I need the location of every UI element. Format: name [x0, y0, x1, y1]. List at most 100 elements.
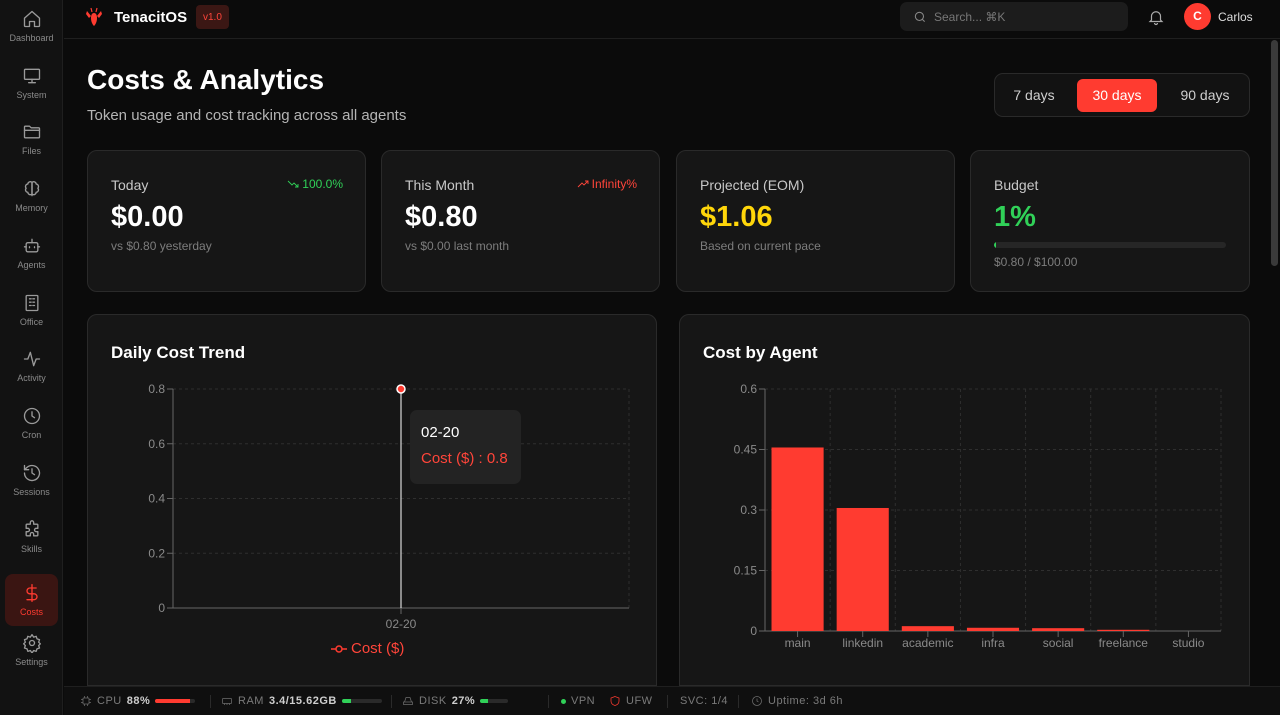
x-tick-label: infra [981, 636, 1005, 650]
trend-value: Infinity% [591, 177, 637, 191]
sidebar-item-costs[interactable]: Costs [5, 574, 58, 626]
trend-up-badge: Infinity% [577, 177, 637, 191]
sidebar-item-system[interactable]: System [5, 57, 58, 109]
building-icon [25, 294, 38, 312]
stat-label: Today [111, 177, 149, 193]
sidebar-item-dashboard[interactable]: Dashboard [5, 0, 58, 52]
hard-drive-icon [403, 697, 413, 705]
shield-icon [610, 696, 620, 706]
status-dot [561, 698, 566, 704]
x-tick-label: main [785, 636, 811, 650]
bar [966, 627, 1020, 631]
ram-bar [341, 699, 382, 703]
history-icon [23, 464, 40, 482]
sidebar-item-label: Dashboard [9, 33, 54, 43]
sidebar-item-label: Cron [21, 430, 42, 440]
clock-icon [23, 407, 40, 425]
data-point [396, 384, 406, 394]
sidebar-item-agents[interactable]: Agents [5, 227, 58, 279]
sidebar-item-skills[interactable]: Skills [5, 511, 58, 563]
disk-label: DISK [419, 695, 447, 707]
y-tick-label: 0 [750, 624, 757, 638]
disk-bar-fill [480, 699, 488, 703]
vpn-label: VPN [571, 695, 596, 707]
daily-cost-trend-card: Daily Cost Trend 0 0.2 0.4 0.6 0.8 02-20 02-2… [87, 314, 657, 686]
page-scrollbar[interactable] [1271, 40, 1278, 266]
y-tick-label: 0.6 [740, 382, 757, 396]
y-tick-label: 0.15 [734, 564, 758, 578]
brain-icon [24, 181, 39, 197]
ram-bar-fill [341, 699, 351, 703]
avatar[interactable]: C [1184, 3, 1211, 30]
search-input[interactable]: Search... ⌘K [900, 2, 1128, 31]
y-tick-label: 0.8 [148, 382, 165, 396]
y-tick-label: 0.4 [148, 492, 165, 506]
chart-legend[interactable]: Cost ($) [331, 640, 404, 657]
sidebar-item-files[interactable]: Files [5, 113, 58, 165]
y-tick-label: 0.6 [148, 437, 165, 451]
sidebar-item-memory[interactable]: Memory [5, 170, 58, 222]
stat-label: This Month [405, 177, 475, 193]
bot-icon [23, 238, 40, 253]
sidebar-item-sessions[interactable]: Sessions [5, 454, 58, 506]
stat-value: $1.06 [700, 201, 773, 233]
stat-note: vs $0.80 yesterday [111, 239, 212, 253]
bar-chart[interactable]: 0 0.15 0.3 0.45 0.6 main linkedin academic infra… [680, 315, 1251, 687]
bar [1097, 629, 1150, 631]
uptime-label: Uptime: 3d 6h [768, 695, 843, 707]
divider [391, 695, 392, 708]
stat-card-month: This Month Infinity% $0.80 vs $0.00 last… [381, 150, 660, 292]
topbar: TenacitOS v1.0 Search... ⌘K C Carlos [64, 0, 1280, 39]
cpu-label: CPU [97, 695, 122, 707]
range-7-days-button[interactable]: 7 days [1013, 87, 1055, 103]
stat-value: $0.00 [111, 201, 184, 233]
sidebar-item-label: Memory [15, 203, 48, 213]
bell-icon[interactable] [1147, 8, 1165, 26]
ufw-label: UFW [626, 695, 653, 707]
y-tick-label: 0.3 [740, 503, 757, 517]
trend-value: 100.0% [302, 177, 343, 191]
divider [210, 695, 211, 708]
budget-progress-fill [994, 242, 996, 248]
sidebar-item-office[interactable]: Office [5, 284, 58, 336]
page-subtitle: Token usage and cost tracking across all… [87, 107, 407, 124]
trend-down-badge: 100.0% [287, 177, 343, 191]
tooltip-x: 02-20 [421, 424, 460, 441]
range-90-days-button[interactable]: 90 days [1180, 87, 1230, 103]
svc-status: SVC: 1/4 [680, 695, 728, 707]
chart-tooltip: 02-20 Cost ($) : 0.8 [410, 410, 521, 484]
sidebar-item-label: Agents [17, 260, 46, 270]
disk-value: 27% [451, 695, 476, 707]
folder-icon [23, 125, 40, 139]
range-30-days-button[interactable]: 30 days [1077, 79, 1157, 112]
sidebar-item-activity[interactable]: Activity [5, 340, 58, 392]
sidebar-item-cron[interactable]: Cron [5, 397, 58, 449]
sidebar-item-label: Office [19, 317, 44, 327]
cpu-value: 88% [126, 695, 151, 707]
activity-icon [23, 351, 40, 367]
x-tick-label: social [1043, 636, 1074, 650]
legend-label: Cost ($) [351, 640, 405, 657]
sidebar-item-settings[interactable]: Settings [5, 624, 58, 676]
line-chart[interactable]: 0 0.2 0.4 0.6 0.8 02-20 [88, 315, 658, 687]
app-name: TenacitOS [114, 9, 188, 26]
cpu-bar [155, 699, 196, 703]
disk-bar [480, 699, 509, 703]
legend-line-icon [331, 644, 347, 653]
x-tick-label: freelance [1099, 636, 1149, 650]
stat-label: Projected (EOM) [700, 177, 805, 193]
stat-label: Budget [994, 177, 1039, 193]
home-icon [23, 10, 40, 28]
bar [836, 507, 889, 631]
budget-progress-bar [994, 242, 1226, 248]
gear-icon [22, 634, 41, 653]
user-name[interactable]: Carlos [1218, 10, 1253, 24]
y-tick-label: 0.45 [734, 443, 758, 457]
memory-chip-icon [222, 698, 232, 705]
y-tick-label: 0 [158, 601, 165, 615]
search-placeholder: Search... ⌘K [934, 10, 1006, 24]
trend-up-icon [577, 180, 589, 188]
stat-value: 1% [994, 201, 1036, 233]
divider [738, 695, 739, 708]
